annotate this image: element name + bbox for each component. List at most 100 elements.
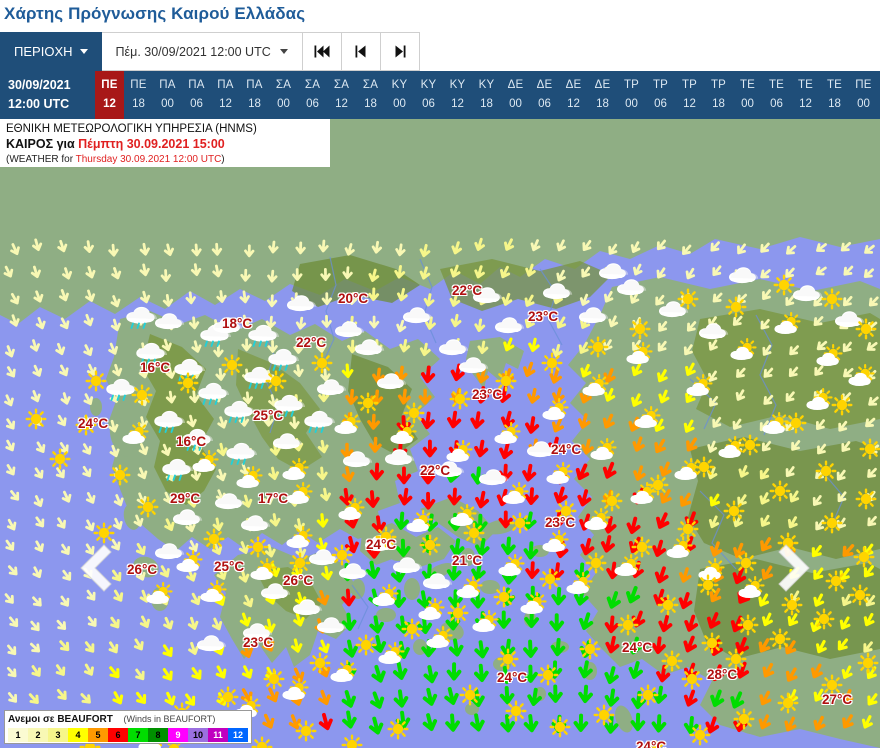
wind-arrow — [813, 316, 824, 327]
wind-arrow — [244, 244, 255, 258]
wind-arrow — [578, 660, 593, 679]
timeline-cell-day: ΤΡ — [652, 79, 669, 91]
timeline-cell[interactable]: ΠΕ 18 — [124, 71, 153, 119]
wind-arrow — [367, 413, 381, 430]
timeline-cells: ΠΕ 12 ΠΕ 18 ΠΑ 00 ΠΑ 06 ΠΑ 12 ΠΑ 18 ΣΑ 00 ΣΑ 06 ΣΑ 12 ΣΑ 18… — [95, 71, 878, 119]
timeline-cell[interactable]: ΤΕ 06 — [762, 71, 791, 119]
wind-arrow — [267, 269, 278, 283]
wind-arrow — [163, 616, 174, 630]
wind-arrow — [165, 366, 176, 379]
region-dropdown-label: ΠΕΡΙΟΧΗ — [14, 44, 73, 59]
wind-arrow — [761, 440, 772, 452]
wind-arrow — [604, 387, 616, 402]
wind-arrow — [110, 616, 120, 629]
region-dropdown-button[interactable]: ΠΕΡΙΟΧΗ — [0, 32, 102, 71]
timeline-cell[interactable]: ΠΑ 00 — [153, 71, 182, 119]
timeline-cell[interactable]: ΠΕ 00 — [849, 71, 878, 119]
timeline-cell[interactable]: ΚΥ 12 — [443, 71, 472, 119]
wind-arrow — [262, 636, 275, 652]
timeline-cell[interactable]: ΤΡ 00 — [617, 71, 646, 119]
timeline-cell[interactable]: ΤΕ 18 — [820, 71, 849, 119]
wind-arrow — [266, 294, 278, 308]
timeline-cell[interactable]: ΣΑ 12 — [327, 71, 356, 119]
timeline-cell[interactable]: ΤΡ 12 — [675, 71, 704, 119]
skip-to-first-button[interactable] — [302, 32, 342, 71]
date-dropdown-label: Πέμ. 30/09/2021 12:00 UTC — [115, 44, 271, 59]
step-forward-button[interactable] — [380, 32, 420, 71]
timeline-cell[interactable]: ΣΑ 06 — [298, 71, 327, 119]
weather-map[interactable]: ΕΘΝΙΚΗ ΜΕΤΕΩΡΟΛΟΓΙΚΗ ΥΠΗΡΕΣΙΑ (HNMS) ΚΑΙ… — [0, 119, 880, 748]
timeline-cell[interactable]: ΠΑ 06 — [182, 71, 211, 119]
timeline-cell-hour: 06 — [306, 98, 319, 110]
timeline-cell[interactable]: ΠΑ 18 — [240, 71, 269, 119]
timeline-cell[interactable]: ΤΕ 12 — [791, 71, 820, 119]
timeline-cell[interactable]: ΤΡ 18 — [704, 71, 733, 119]
wind-arrow — [29, 339, 40, 352]
timeline-cell[interactable]: ΔΕ 18 — [588, 71, 617, 119]
wind-arrow — [399, 339, 411, 353]
wind-arrow — [316, 466, 328, 481]
timeline-cell-day: ΚΥ — [449, 79, 466, 91]
wind-arrow — [396, 287, 408, 302]
timeline-cell[interactable]: ΣΑ 00 — [269, 71, 298, 119]
timeline-cell[interactable]: ΔΕ 00 — [501, 71, 530, 119]
wind-arrow — [268, 240, 279, 254]
wind-arrow — [449, 538, 465, 557]
wind-arrow — [785, 466, 795, 478]
previous-region-arrow[interactable] — [78, 543, 112, 598]
wind-arrow — [810, 663, 823, 679]
wind-arrow — [83, 344, 93, 357]
wind-arrow — [57, 414, 67, 427]
wind-arrow — [186, 414, 197, 428]
legend-swatch: 2 — [28, 728, 48, 742]
sun-icon — [493, 586, 515, 608]
sun-icon — [821, 674, 843, 696]
timeline-cell[interactable]: ΚΥ 06 — [414, 71, 443, 119]
wind-arrow — [112, 363, 123, 377]
wind-arrow — [861, 715, 873, 729]
wind-arrow — [396, 466, 412, 485]
sun-icon — [777, 692, 799, 714]
step-backward-button[interactable] — [341, 32, 381, 71]
next-region-arrow[interactable] — [778, 543, 812, 598]
sun-icon — [579, 638, 601, 660]
timeline-cell[interactable]: ΔΕ 12 — [559, 71, 588, 119]
wind-arrow — [398, 487, 413, 506]
wind-arrow — [573, 713, 589, 732]
step-backward-icon — [355, 45, 366, 58]
timeline-cell[interactable]: ΤΡ 06 — [646, 71, 675, 119]
timeline-cell[interactable]: ΚΥ 18 — [472, 71, 501, 119]
date-dropdown-button[interactable]: Πέμ. 30/09/2021 12:00 UTC — [101, 32, 303, 71]
timeline-cell[interactable]: ΔΕ 06 — [530, 71, 559, 119]
wind-arrow — [602, 413, 615, 429]
wind-arrow — [371, 664, 386, 683]
wind-arrow — [656, 664, 671, 683]
timeline-cell[interactable]: ΣΑ 18 — [356, 71, 385, 119]
wind-arrow — [523, 541, 539, 560]
wind-arrow — [603, 715, 619, 734]
wind-arrow — [709, 493, 720, 507]
timeline-cell-hour: 00 — [857, 98, 870, 110]
wind-arrow — [30, 390, 41, 403]
timeline-cell[interactable]: ΠΑ 12 — [211, 71, 240, 119]
timeline-cell[interactable]: ΤΕ 00 — [733, 71, 762, 119]
legend-swatch: 6 — [108, 728, 128, 742]
timeline-cell[interactable]: ΠΕ 12 — [95, 71, 124, 119]
wind-arrow — [683, 344, 693, 356]
wind-arrow — [133, 514, 144, 527]
wind-arrow — [318, 712, 333, 731]
wind-arrow — [451, 241, 463, 255]
sun-icon — [247, 536, 269, 558]
timeline-cell-day: ΔΕ — [565, 79, 582, 91]
sun-icon — [689, 724, 711, 746]
wind-arrow — [368, 287, 380, 302]
wind-arrow — [867, 467, 877, 478]
timeline-cell[interactable]: ΚΥ 00 — [385, 71, 414, 119]
wind-arrow — [816, 243, 827, 253]
wind-arrow — [837, 638, 849, 651]
wind-arrow — [3, 265, 14, 278]
wind-arrow — [708, 515, 720, 529]
timeline-cell-day: ΤΡ — [710, 79, 727, 91]
wind-arrow — [320, 487, 331, 502]
wind-arrow — [60, 595, 70, 607]
